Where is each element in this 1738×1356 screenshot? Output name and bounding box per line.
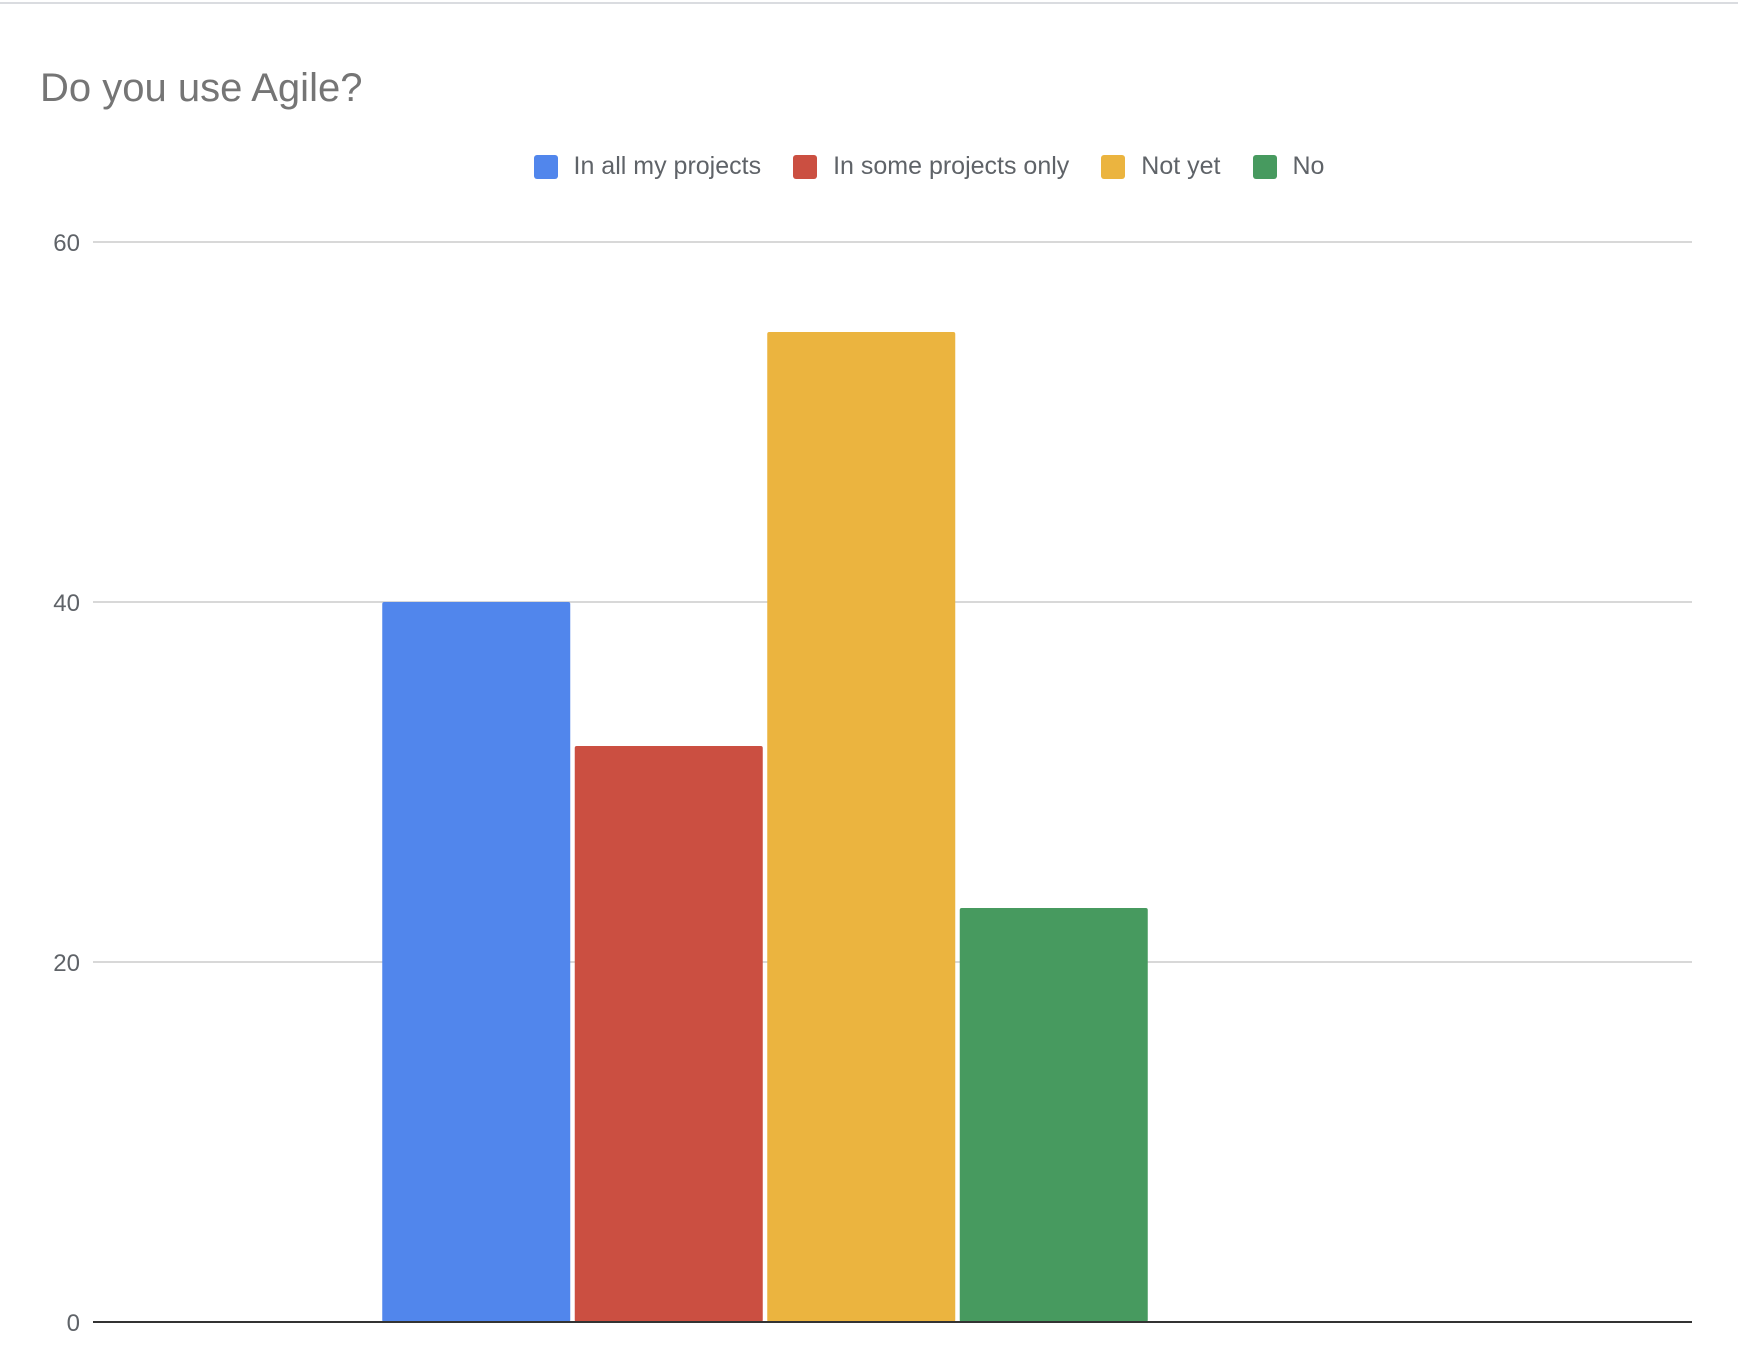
legend-label-not-yet: Not yet xyxy=(1141,152,1221,180)
legend-label-in-all-my-projects: In all my projects xyxy=(573,152,762,180)
y-tick-label: 20 xyxy=(53,950,80,977)
y-tick-label: 40 xyxy=(53,590,80,617)
legend-item-not-yet[interactable]: Not yet xyxy=(1101,152,1221,181)
legend-item-in-some-projects-only[interactable]: In some projects only xyxy=(793,152,1069,181)
chart-title: Do you use Agile? xyxy=(40,66,363,110)
legend-item-in-all-my-projects[interactable]: In all my projects xyxy=(533,152,762,181)
legend-swatch-in-some-projects-only xyxy=(793,154,818,179)
legend-item-no[interactable]: No xyxy=(1252,152,1325,181)
y-tick-label: 0 xyxy=(67,1310,80,1337)
legend-swatch-no xyxy=(1252,154,1277,179)
legend-swatch-in-all-my-projects xyxy=(533,154,558,179)
legend-label-no: No xyxy=(1292,152,1325,180)
legend-label-in-some-projects-only: In some projects only xyxy=(833,152,1070,180)
y-tick-label: 60 xyxy=(53,230,80,257)
bar-not-yet xyxy=(767,332,956,1322)
legend-swatch-not-yet xyxy=(1101,154,1126,179)
chart-legend: In all my projects In some projects only… xyxy=(0,152,1738,181)
bar-no xyxy=(959,908,1148,1322)
bar-in-some-projects-only xyxy=(574,746,763,1322)
top-divider xyxy=(0,2,1738,4)
bar-in-all-my-projects xyxy=(382,602,571,1322)
